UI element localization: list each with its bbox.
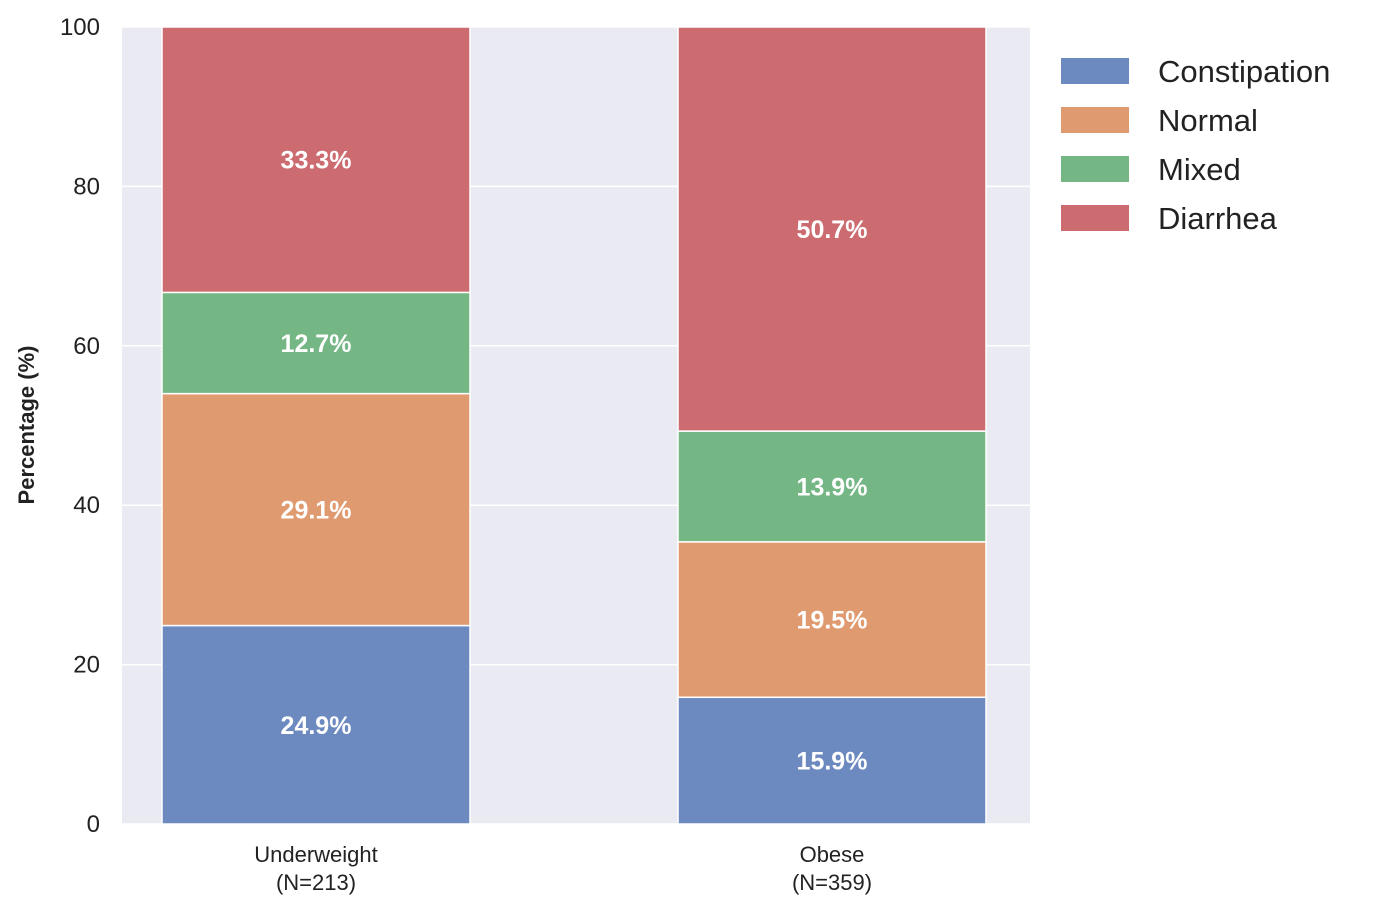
- x-tick-label-1-line-1: (N=359): [792, 870, 872, 895]
- legend-label-normal: Normal: [1158, 103, 1258, 138]
- bar-label-constipation-1: 15.9%: [797, 748, 868, 776]
- bar-constipation-0: [161, 624, 471, 825]
- y-tick-label-60: 60: [73, 333, 100, 360]
- x-tick-label-0-line-0: Underweight: [254, 842, 378, 867]
- legend-swatch-normal: [1061, 107, 1129, 133]
- bar-label-mixed-0: 12.7%: [281, 330, 352, 358]
- bar-normal-1: [677, 541, 987, 699]
- bar-label-normal-0: 29.1%: [281, 497, 352, 525]
- y-tick-label-100: 100: [60, 14, 100, 41]
- legend: Constipation Normal Mixed Diarrhea: [1061, 54, 1330, 236]
- bar-label-mixed-1: 13.9%: [797, 473, 868, 501]
- y-axis-ticks: 0 20 40 60 80 100: [60, 14, 100, 838]
- bar-label-normal-1: 19.5%: [797, 607, 868, 635]
- bar-diarrhea-0: [161, 26, 471, 294]
- legend-label-diarrhea: Diarrhea: [1158, 201, 1278, 236]
- legend-label-mixed: Mixed: [1158, 152, 1241, 187]
- y-tick-label-40: 40: [73, 492, 100, 519]
- x-tick-label-1-line-0: Obese: [800, 842, 865, 867]
- y-axis-title: Percentage (%): [14, 346, 39, 505]
- y-tick-label-80: 80: [73, 173, 100, 200]
- x-tick-label-0-line-1: (N=213): [276, 870, 356, 895]
- x-axis-ticks: Underweight (N=213) Obese (N=359): [254, 842, 872, 895]
- bar-label-diarrhea-0: 33.3%: [281, 147, 352, 175]
- legend-swatch-diarrhea: [1061, 205, 1129, 231]
- bar-diarrhea-1: [677, 26, 987, 432]
- y-tick-label-20: 20: [73, 652, 100, 679]
- bar-normal-0: [161, 392, 471, 627]
- legend-label-constipation: Constipation: [1158, 54, 1330, 89]
- bar-mixed-0: [161, 291, 471, 395]
- bar-label-constipation-0: 24.9%: [281, 712, 352, 740]
- y-tick-label-0: 0: [87, 811, 100, 838]
- legend-swatch-mixed: [1061, 156, 1129, 182]
- bar-constipation-1: [677, 696, 987, 825]
- bars: [161, 26, 987, 825]
- bar-label-diarrhea-1: 50.7%: [797, 216, 868, 244]
- bar-labels: 24.9% 29.1% 12.7% 33.3% 15.9% 19.5% 13.9% 50.7%: [281, 147, 868, 776]
- legend-swatch-constipation: [1061, 58, 1129, 84]
